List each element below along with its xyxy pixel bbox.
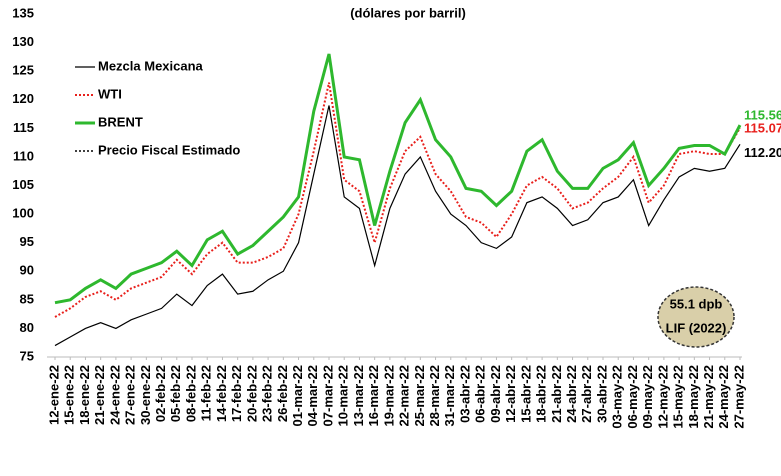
x-tick-label: 18-ene-22 xyxy=(77,365,92,425)
x-tick-label: 28-mar-22 xyxy=(427,365,442,426)
legend-label: WTI xyxy=(98,86,122,101)
series-line xyxy=(54,53,742,305)
x-tick-label: 20-feb-22 xyxy=(244,365,259,422)
legend-label: Mezcla Mexicana xyxy=(98,58,204,73)
series-line xyxy=(54,105,741,347)
y-tick-label: 75 xyxy=(20,348,34,363)
y-tick-label: 90 xyxy=(20,263,34,278)
x-tick-label: 03-abr-22 xyxy=(457,365,472,423)
x-tick-label: 02-feb-22 xyxy=(153,365,168,422)
x-tick-label: 08-feb-22 xyxy=(183,365,198,422)
x-tick-label: 27-ene-22 xyxy=(123,365,138,425)
x-tick-label: 05-feb-22 xyxy=(168,365,183,422)
x-tick-label: 06-abr-22 xyxy=(473,365,488,423)
y-tick-label: 115 xyxy=(13,120,34,135)
x-tick-label: 30-abr-22 xyxy=(594,365,609,423)
x-tick-label: 09-may-22 xyxy=(640,365,655,429)
x-tick-label: 19-mar-22 xyxy=(381,365,396,426)
annotation-text: 55.1 dpb xyxy=(670,296,723,311)
x-tick-label: 10-mar-22 xyxy=(336,365,351,426)
x-tick-label: 24-abr-22 xyxy=(564,365,579,423)
x-tick-label: 04-mar-22 xyxy=(305,365,320,426)
y-tick-label: 80 xyxy=(20,320,34,335)
x-tick-label: 14-feb-22 xyxy=(214,365,229,422)
chart-subtitle: (dólares por barril) xyxy=(350,5,466,20)
x-tick-label: 16-mar-22 xyxy=(366,365,381,426)
x-tick-label: 06-may-22 xyxy=(625,365,640,429)
x-tick-label: 31-mar-22 xyxy=(442,365,457,426)
legend-label: Precio Fiscal Estimado xyxy=(98,142,240,157)
y-tick-label: 85 xyxy=(20,291,34,306)
x-tick-label: 22-mar-22 xyxy=(397,365,412,426)
x-tick-label: 24-may-22 xyxy=(716,365,731,429)
y-tick-label: 130 xyxy=(12,34,34,49)
x-tick-label: 25-mar-22 xyxy=(412,365,427,426)
value-label: 112.20 xyxy=(744,145,781,160)
x-tick-label: 09-abr-22 xyxy=(488,365,503,423)
value-label: 115.07 xyxy=(744,120,781,135)
y-tick-label: 120 xyxy=(12,91,34,106)
x-tick-label: 13-mar-22 xyxy=(351,365,366,426)
y-tick-label: 95 xyxy=(20,234,34,249)
x-tick-label: 15-abr-22 xyxy=(518,365,533,423)
x-tick-label: 18-may-22 xyxy=(686,365,701,429)
x-tick-label: 03-may-22 xyxy=(610,365,625,429)
y-tick-label: 110 xyxy=(13,148,34,163)
x-tick-label: 21-abr-22 xyxy=(549,365,564,423)
y-tick-label: 105 xyxy=(12,177,34,192)
x-tick-label: 27-abr-22 xyxy=(579,365,594,423)
y-tick-label: 135 xyxy=(12,5,34,20)
x-tick-label: 18-abr-22 xyxy=(534,365,549,423)
x-tick-label: 27-may-22 xyxy=(731,365,746,429)
y-tick-label: 100 xyxy=(12,206,34,221)
x-tick-label: 07-mar-22 xyxy=(320,365,335,426)
series-line xyxy=(54,82,741,318)
x-tick-label: 12-ene-22 xyxy=(46,365,61,425)
x-tick-label: 15-ene-22 xyxy=(62,365,77,425)
x-tick-label: 24-ene-22 xyxy=(107,365,122,425)
y-tick-label: 125 xyxy=(12,63,34,78)
x-tick-label: 12-may-22 xyxy=(655,365,670,429)
x-tick-label: 21-may-22 xyxy=(701,365,716,429)
x-tick-label: 17-feb-22 xyxy=(229,365,244,422)
x-tick-label: 21-ene-22 xyxy=(92,365,107,425)
annotation-text: LIF (2022) xyxy=(666,320,727,335)
x-tick-label: 23-feb-22 xyxy=(260,365,275,422)
x-tick-label: 26-feb-22 xyxy=(275,365,290,422)
x-tick-label: 30-ene-22 xyxy=(138,365,153,425)
annotation-bubble xyxy=(657,286,735,348)
legend-label: BRENT xyxy=(98,114,143,129)
value-label: 115.56 xyxy=(744,108,781,123)
x-tick-label: 01-mar-22 xyxy=(290,365,305,426)
x-tick-label: 12-abr-22 xyxy=(503,365,518,423)
x-tick-label: 15-may-22 xyxy=(671,365,686,429)
x-tick-label: 11-feb-22 xyxy=(199,365,214,421)
